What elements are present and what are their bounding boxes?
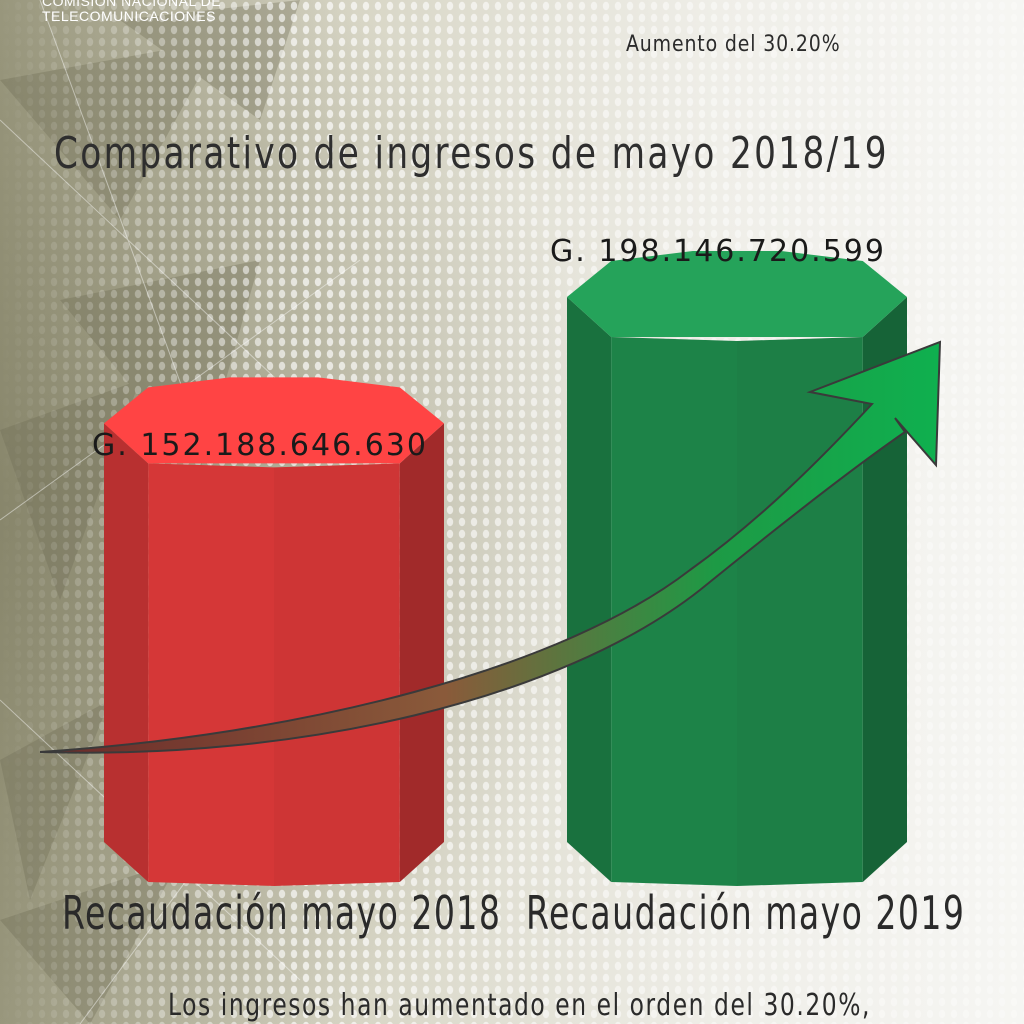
data-label-2018: G. 152.188.646.630 (92, 428, 428, 463)
chart-title: Comparativo de ingresos de mayo 2018/19 (54, 128, 889, 179)
organization-logo-text: Comisión Nacional de Telecomunicaciones (42, 0, 221, 24)
footer-text: Los ingresos han aumentado en el orden d… (168, 988, 872, 1023)
category-label-2019: Recaudación mayo 2019 (526, 886, 966, 940)
bar-2018-left-face (104, 423, 149, 882)
org-line-1: Comisión Nacional de (42, 0, 222, 9)
bar-2018-front-left-face (148, 463, 274, 886)
bar-2019-front-right-face (737, 337, 863, 886)
bar-2019-front-left-face (611, 337, 737, 886)
trend-arrow (39, 340, 942, 754)
bar-2018-top-face (104, 377, 444, 464)
increase-annotation: Aumento del 30.20% (626, 32, 841, 57)
data-label-2019: G. 198.146.720.599 (550, 234, 886, 269)
org-line-2: Telecomunicaciones (42, 8, 216, 24)
bar-2019-top-face (567, 251, 907, 337)
category-label-2018: Recaudación mayo 2018 (62, 886, 502, 940)
bar-2018-front-right-face (274, 463, 400, 886)
bar-2019-left-face (567, 297, 612, 882)
bar-2018-right-face (399, 423, 444, 882)
